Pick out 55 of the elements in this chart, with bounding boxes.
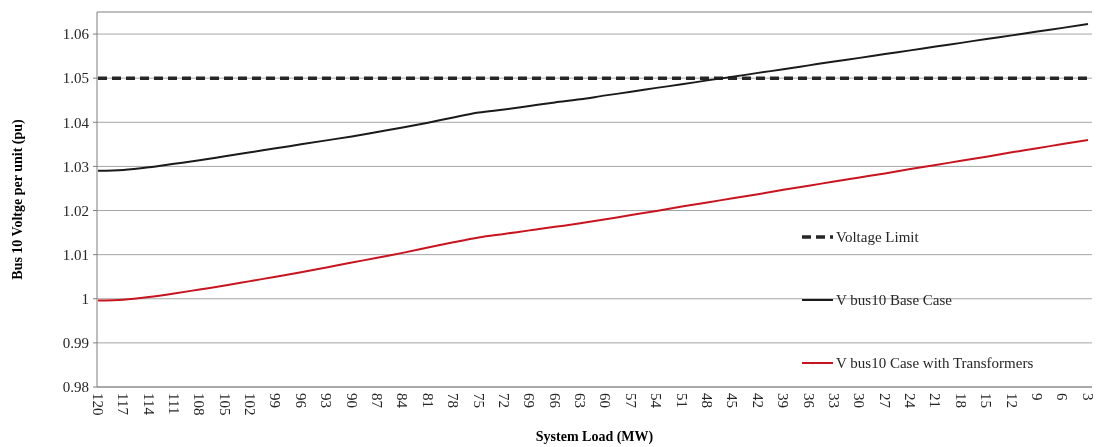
x-tick-label: 72 (495, 393, 512, 408)
x-tick-label: 39 (775, 393, 792, 408)
x-tick-label: 12 (1003, 393, 1020, 408)
y-tick-label: 1.02 (62, 202, 89, 219)
y-tick-label: 1.04 (62, 114, 90, 131)
y-tick-label: 1.01 (62, 246, 89, 263)
y-tick-label: 1.03 (62, 158, 89, 175)
y-axis-title: Bus 10 Voltge per unit (pu) (10, 118, 26, 280)
x-tick-label: 114 (140, 393, 157, 416)
x-tick-label: 102 (242, 393, 259, 416)
x-tick-label: 60 (597, 393, 614, 408)
x-tick-label: 3 (1079, 393, 1096, 401)
x-tick-label: 93 (318, 393, 335, 408)
x-tick-label: 117 (115, 393, 132, 416)
x-tick-label: 15 (978, 393, 995, 408)
x-tick-label: 42 (749, 393, 766, 408)
x-tick-label: 99 (267, 393, 284, 408)
x-tick-label: 27 (876, 393, 893, 409)
x-tick-label: 18 (952, 393, 969, 408)
x-tick-label: 90 (343, 393, 360, 408)
x-tick-label: 33 (825, 393, 842, 408)
y-tick-label: 1.06 (62, 26, 90, 43)
y-tick-label: 0.99 (62, 335, 89, 352)
x-tick-label: 111 (165, 393, 182, 415)
x-tick-label: 81 (419, 393, 436, 408)
x-tick-label: 96 (292, 393, 309, 409)
legend-label: V bus10 Base Case (836, 292, 953, 309)
x-tick-label: 84 (394, 393, 411, 409)
x-tick-label: 45 (724, 393, 741, 408)
x-tick-label: 120 (89, 393, 106, 416)
x-tick-label: 6 (1054, 393, 1071, 401)
x-tick-label: 63 (572, 393, 589, 408)
line-series (97, 22, 1089, 172)
y-tick-label: 1.05 (62, 70, 89, 87)
y-tick-label: 1 (81, 291, 89, 308)
x-tick-label: 51 (673, 393, 690, 408)
x-tick-label: 108 (191, 393, 208, 416)
legend-label: V bus10 Case with Transformers (836, 355, 1034, 372)
x-tick-label: 69 (521, 393, 538, 408)
x-tick-label: 87 (368, 393, 385, 409)
x-tick-label: 66 (546, 393, 563, 409)
x-tick-label: 57 (622, 393, 639, 409)
x-tick-label: 24 (902, 393, 919, 409)
x-tick-label: 21 (927, 393, 944, 408)
x-tick-label: 48 (698, 393, 715, 408)
x-tick-label: 78 (445, 393, 462, 408)
x-tick-label: 36 (800, 393, 817, 409)
x-tick-label: 105 (216, 393, 233, 416)
x-tick-label: 9 (1028, 393, 1045, 401)
x-tick-label: 54 (648, 393, 665, 409)
y-tick-label: 0.98 (62, 379, 89, 396)
x-tick-label: 75 (470, 393, 487, 408)
x-axis-title: System Load (MW) (535, 429, 654, 445)
legend-label: Voltage Limit (836, 229, 920, 246)
x-tick-label: 30 (851, 393, 868, 408)
